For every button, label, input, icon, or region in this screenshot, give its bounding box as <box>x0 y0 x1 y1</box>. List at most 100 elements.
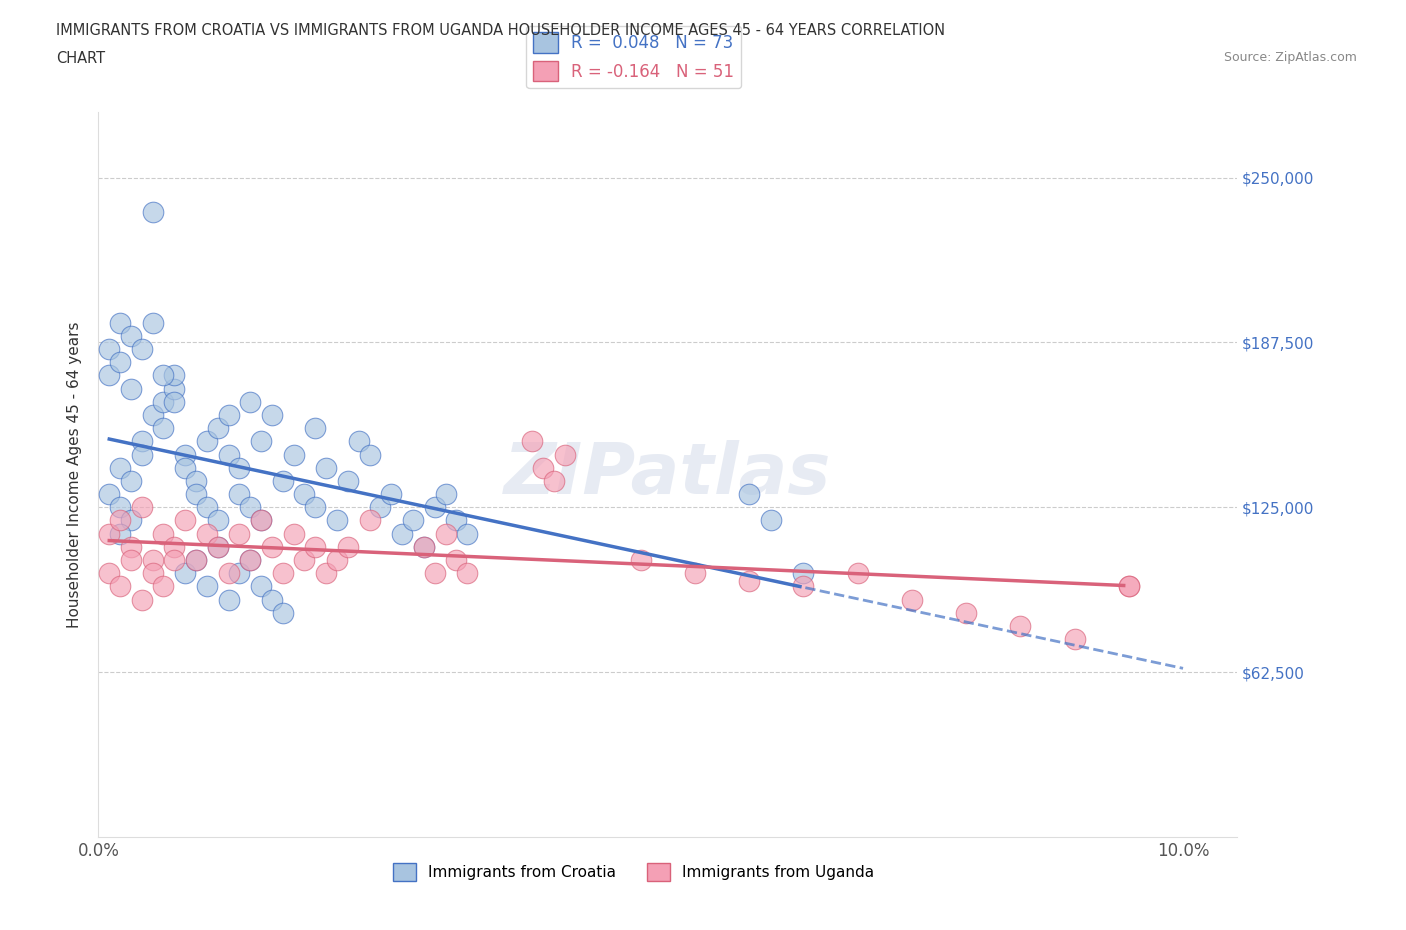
Point <box>174 447 197 462</box>
Point <box>336 473 359 488</box>
Point <box>271 473 294 488</box>
Point <box>434 486 457 501</box>
Point <box>98 526 121 541</box>
Point <box>326 513 349 528</box>
Point <box>207 539 229 554</box>
Y-axis label: Householder Income Ages 45 - 64 years: Householder Income Ages 45 - 64 years <box>67 321 83 628</box>
Point <box>163 552 186 567</box>
Point <box>239 552 262 567</box>
Point <box>207 513 229 528</box>
Point <box>260 539 283 554</box>
Point <box>380 486 402 501</box>
Point <box>359 513 381 528</box>
Point <box>142 407 165 422</box>
Point <box>326 552 349 567</box>
Point <box>120 473 142 488</box>
Point <box>131 499 153 514</box>
Point <box>294 486 316 501</box>
Point <box>163 539 186 554</box>
Point <box>184 552 207 567</box>
Point <box>142 205 165 219</box>
Point <box>1118 579 1140 594</box>
Point <box>260 592 283 607</box>
Point <box>347 434 370 449</box>
Point <box>683 565 706 580</box>
Point <box>207 420 229 435</box>
Point <box>142 315 165 330</box>
Point <box>184 552 207 567</box>
Point <box>543 473 565 488</box>
Point <box>108 460 131 475</box>
Legend: Immigrants from Croatia, Immigrants from Uganda: Immigrants from Croatia, Immigrants from… <box>387 857 880 887</box>
Point <box>456 565 478 580</box>
Point <box>120 328 142 343</box>
Point <box>738 574 761 589</box>
Point <box>271 605 294 620</box>
Point <box>195 499 218 514</box>
Point <box>434 526 457 541</box>
Text: CHART: CHART <box>56 51 105 66</box>
Text: IMMIGRANTS FROM CROATIA VS IMMIGRANTS FROM UGANDA HOUSEHOLDER INCOME AGES 45 - 6: IMMIGRANTS FROM CROATIA VS IMMIGRANTS FR… <box>56 23 945 38</box>
Point <box>131 434 153 449</box>
Point <box>260 407 283 422</box>
Point <box>738 486 761 501</box>
Point <box>184 486 207 501</box>
Point <box>218 565 240 580</box>
Point <box>195 579 218 594</box>
Point <box>108 513 131 528</box>
Point <box>283 526 305 541</box>
Point <box>131 447 153 462</box>
Point <box>98 341 121 356</box>
Point <box>218 592 240 607</box>
Point <box>250 434 273 449</box>
Text: Source: ZipAtlas.com: Source: ZipAtlas.com <box>1223 51 1357 64</box>
Point <box>370 499 392 514</box>
Point <box>131 341 153 356</box>
Point <box>218 447 240 462</box>
Point <box>250 579 273 594</box>
Point <box>207 539 229 554</box>
Point <box>142 565 165 580</box>
Text: ZIPatlas: ZIPatlas <box>505 440 831 509</box>
Point <box>759 513 782 528</box>
Point <box>228 486 250 501</box>
Point <box>846 565 869 580</box>
Point <box>163 394 186 409</box>
Point <box>152 368 174 383</box>
Point <box>239 552 262 567</box>
Point <box>304 539 326 554</box>
Point <box>195 526 218 541</box>
Point <box>294 552 316 567</box>
Point <box>228 526 250 541</box>
Point <box>120 381 142 396</box>
Point <box>228 565 250 580</box>
Point <box>108 315 131 330</box>
Point <box>1063 631 1085 646</box>
Point <box>304 499 326 514</box>
Point <box>271 565 294 580</box>
Point <box>239 394 262 409</box>
Point <box>218 407 240 422</box>
Point <box>108 499 131 514</box>
Point <box>163 381 186 396</box>
Point <box>120 552 142 567</box>
Point <box>142 552 165 567</box>
Point <box>120 513 142 528</box>
Point <box>108 354 131 369</box>
Point <box>131 592 153 607</box>
Point <box>152 420 174 435</box>
Point <box>120 539 142 554</box>
Point <box>955 605 977 620</box>
Point <box>522 434 544 449</box>
Point <box>901 592 924 607</box>
Point <box>250 513 273 528</box>
Point <box>412 539 434 554</box>
Point <box>446 552 468 567</box>
Point <box>98 368 121 383</box>
Point <box>98 565 121 580</box>
Point <box>239 499 262 514</box>
Point <box>163 368 186 383</box>
Point <box>792 565 814 580</box>
Point <box>304 420 326 435</box>
Point <box>792 579 814 594</box>
